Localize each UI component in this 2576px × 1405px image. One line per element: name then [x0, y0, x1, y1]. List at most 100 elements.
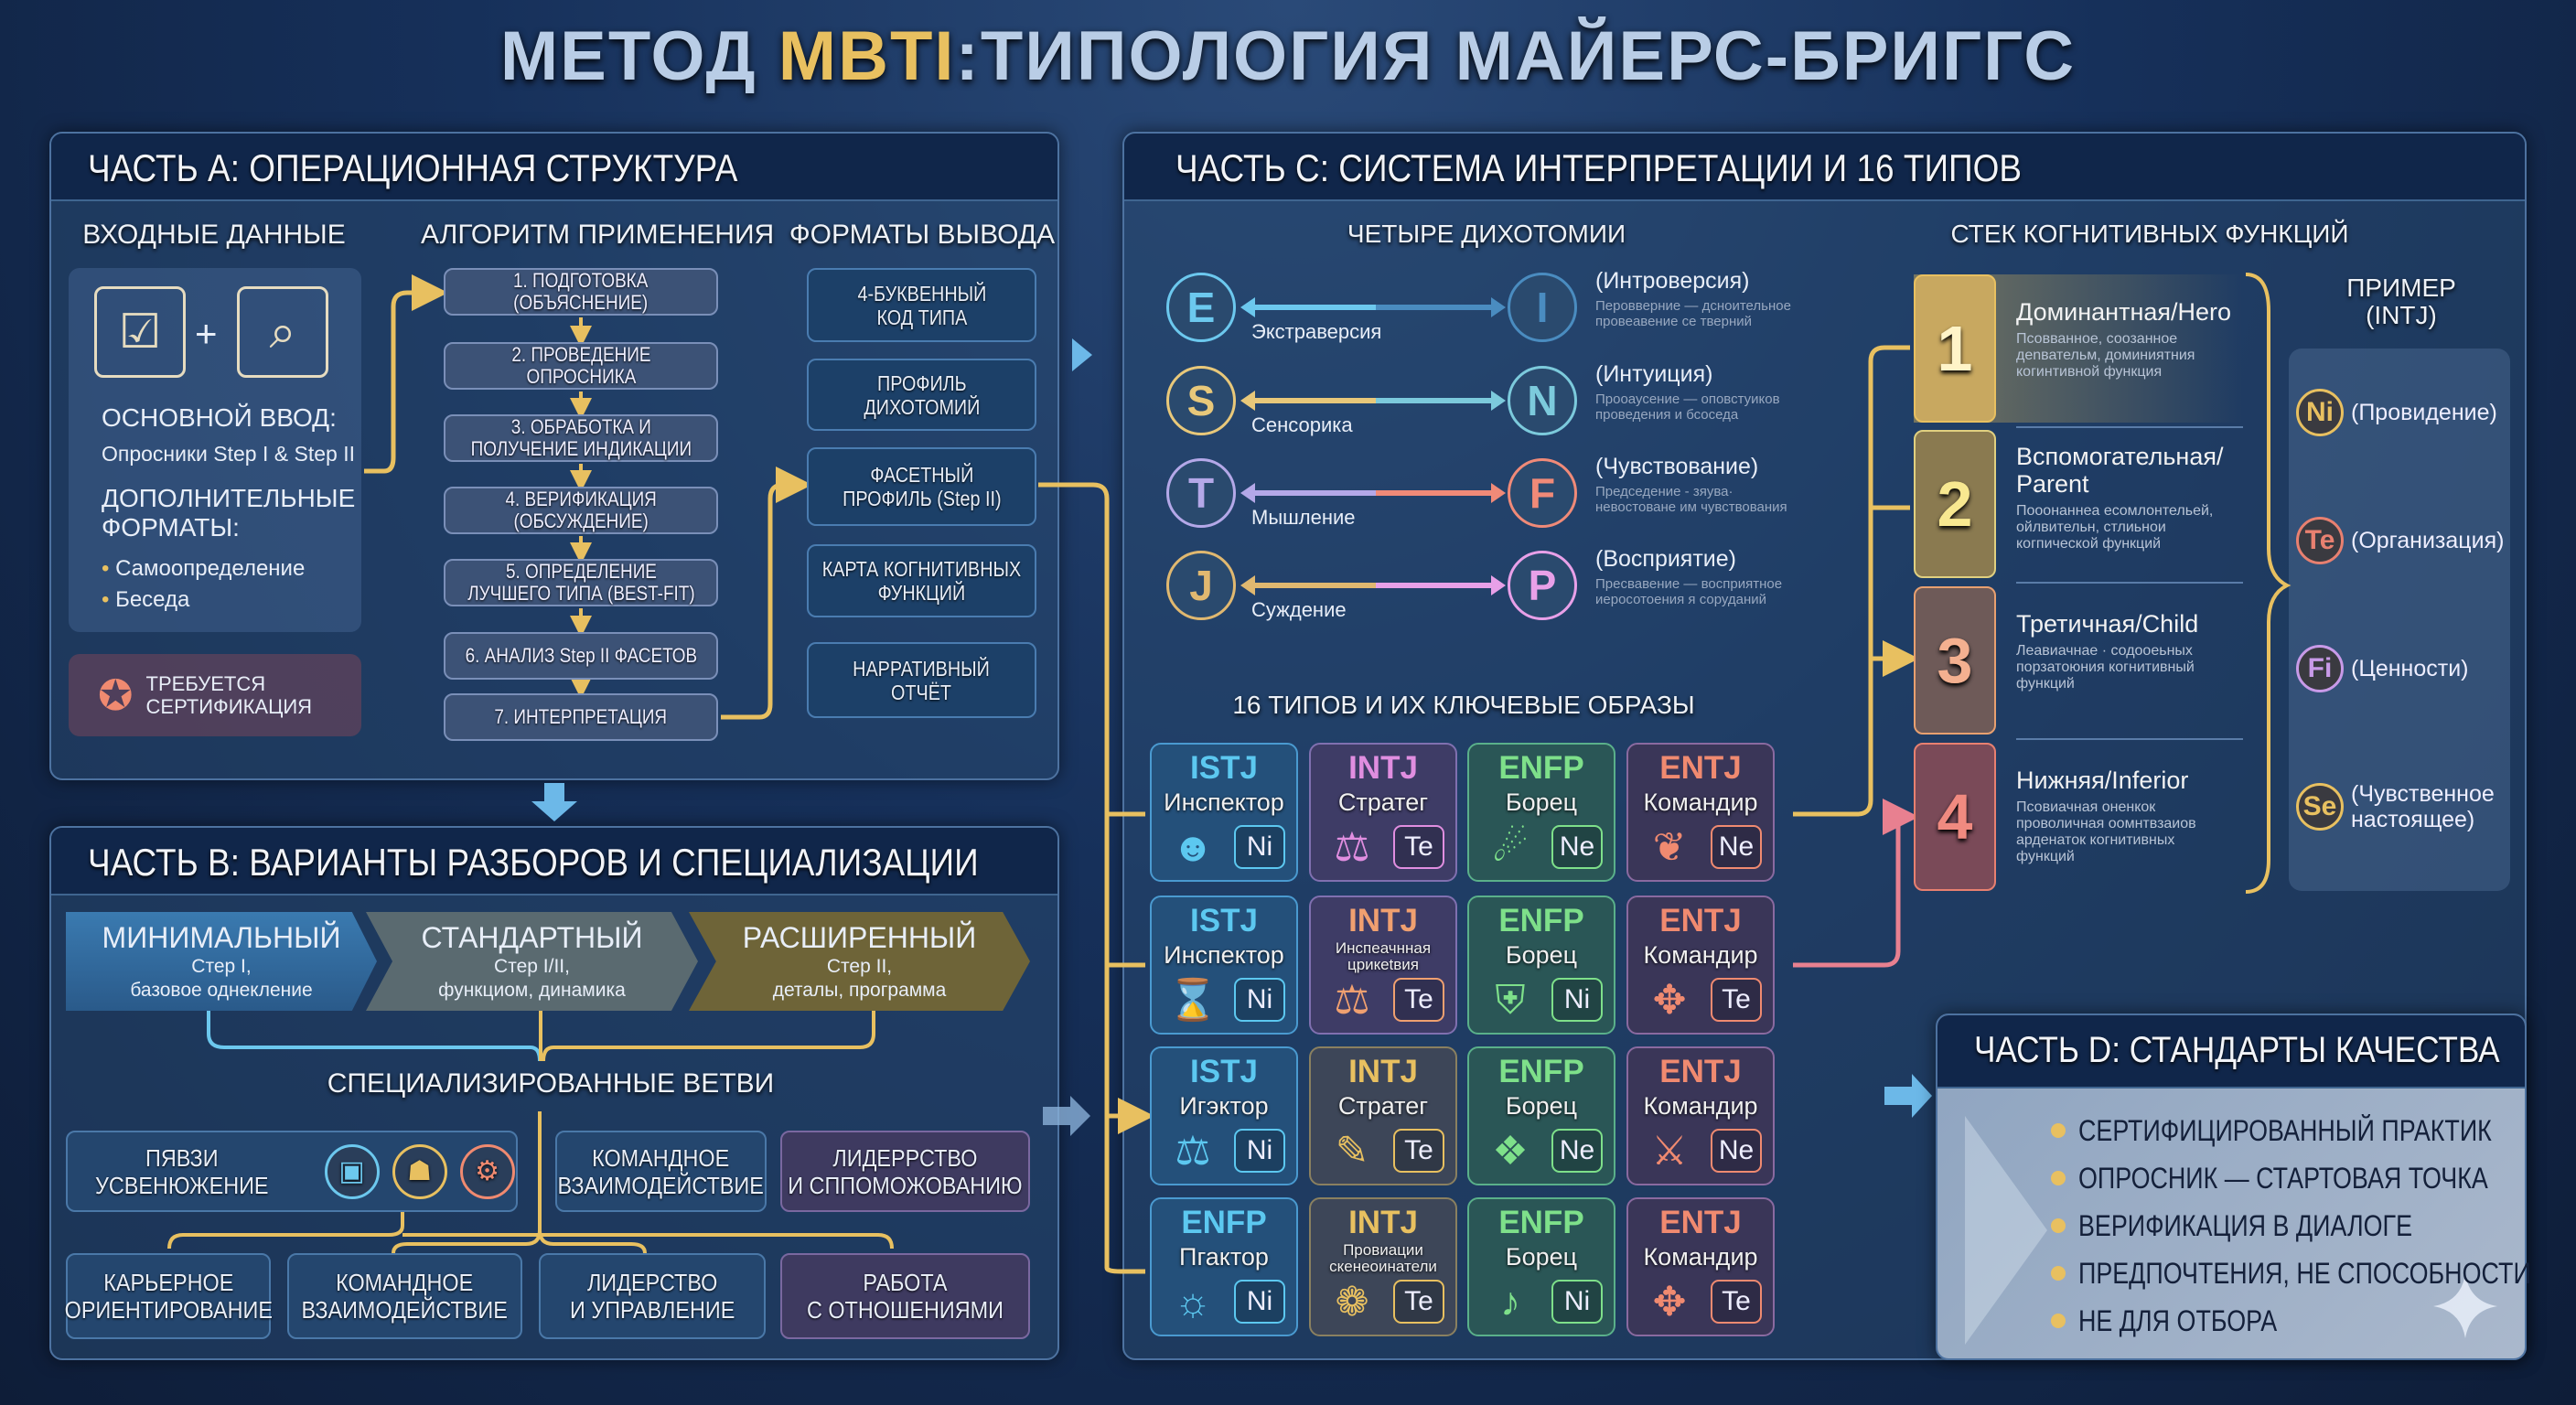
- type-name: Командир: [1643, 788, 1758, 816]
- output-format-item[interactable]: КАРТА КОГНИТИВНЫХ ФУНКЦИЙ: [807, 544, 1036, 617]
- dichotomy-description: Прооаусение — оповстуиков проведения и б…: [1595, 391, 1780, 423]
- branch-item[interactable]: КАРЬЕРНОЕ ОРИЕНТИРОВАНИЕ: [64, 1253, 273, 1339]
- bullet-icon: [2051, 1171, 2066, 1185]
- type-code: ENTJ: [1659, 1054, 1742, 1089]
- type-card[interactable]: ENTJ Командир ⚔ Ne: [1626, 1046, 1775, 1185]
- branch-item[interactable]: ЛИДЕРРСТВО И СППОМОЖОВАНИЮ: [780, 1131, 1030, 1212]
- type-card[interactable]: ENTJ Командир ❦ Ne: [1626, 743, 1775, 882]
- type-card[interactable]: ENFP Пгактор ☼ Ni: [1150, 1197, 1298, 1336]
- stack-item: 3 Третичная/Child Леавиачнае · содооеьных …: [1914, 586, 2243, 740]
- brain-icon: ❁: [1335, 1280, 1369, 1325]
- algorithm-step-label: 4. ВЕРИФИКАЦИЯ (ОБСУЖДЕНИЕ): [505, 488, 657, 532]
- type-card[interactable]: ENFP Борец ♪ Ni: [1467, 1197, 1615, 1336]
- algorithm-step[interactable]: 2. ПРОВЕДЕНИЕ ОПРОСНИКА: [444, 342, 718, 390]
- type-name: Стратег: [1337, 1092, 1429, 1120]
- branch-item[interactable]: КОМАНДНОЕ ВЗАИМОДЕЙСТВИЕ: [555, 1131, 767, 1212]
- part-c-title: ЧАСТЬ C: СИСТЕМА ИНТЕРПРЕТАЦИИ И 16 ТИПО…: [1175, 146, 2023, 189]
- arrow-head-left-icon: [1240, 483, 1255, 503]
- branch-item[interactable]: КОМАНДНОЕ ВЗАИМОДЕЙСТВИЕ: [287, 1253, 522, 1339]
- quality-standard-text: ВЕРИФИКАЦИЯ В ДИАЛОГЕ: [2078, 1208, 2413, 1242]
- arrow-head-left-icon: [1240, 391, 1255, 411]
- stack-title: Доминантная/Hero: [2016, 298, 2232, 326]
- output-format-item[interactable]: ПРОФИЛЬ ДИХОТОМИЙ: [807, 359, 1036, 431]
- hourglass-icon: ⌛: [1167, 978, 1218, 1023]
- dichotomy-arrow-right-half: [1376, 583, 1498, 588]
- dichotomy-right-label: (Восприятие): [1595, 546, 1736, 572]
- type-card[interactable]: INTJ Провиации скенеоинатели ❁ Te: [1309, 1197, 1457, 1336]
- types-header: 16 ТИПОВ И ИХ КЛЮЧЕВЫЕ ОБРАЗЫ: [1232, 691, 1695, 719]
- move-arrows-icon: ✥: [1652, 978, 1687, 1023]
- stack-description: Леавиачнае · содооеьных порзатоюния когн…: [2016, 643, 2195, 692]
- title-accent: MBTI: [778, 17, 956, 95]
- type-card[interactable]: INTJ Стратег ⚖ Te: [1309, 743, 1457, 882]
- type-name: Игэктор: [1179, 1092, 1269, 1120]
- stack-header: СТЕК КОГНИТИВНЫХ ФУНКЦИЙ: [1950, 220, 2349, 248]
- extra-formats-list: • Самоопределение • Беседа: [102, 553, 305, 616]
- dichotomy-right-label: (Чувствование): [1595, 454, 1759, 479]
- arrow-head-right-icon: [1491, 297, 1506, 317]
- algorithm-step[interactable]: 4. ВЕРИФИКАЦИЯ (ОБСУЖДЕНИЕ): [444, 487, 718, 534]
- type-card[interactable]: ISTJ Инспектор ☻ Ni: [1150, 743, 1298, 882]
- pen-document-icon: ✎: [1335, 1129, 1369, 1174]
- dancer-icon: ♪: [1500, 1280, 1520, 1325]
- certification-badge: ✪ ТРЕБУЕТСЯ СЕРТИФИКАЦИЯ: [69, 654, 361, 736]
- function-label: (Провидение): [2351, 400, 2497, 425]
- dichotomy-description: Председение - зяува· невостоване им чувс…: [1595, 484, 1787, 515]
- branch-label: КАРЬЕРНОЕ ОРИЕНТИРОВАНИЕ: [64, 1269, 273, 1324]
- branch-item[interactable]: ЛИДЕРСТВО И УПРАВЛЕНИЕ: [539, 1253, 766, 1339]
- type-card[interactable]: ENFP Борец ❖ Ne: [1467, 1046, 1615, 1185]
- type-card[interactable]: INTJ Инспеачнная црикetвия ⚖ Te: [1309, 896, 1457, 1035]
- function-badge: Te: [1393, 1129, 1444, 1173]
- arrow-a-to-c: [1072, 338, 1092, 371]
- certificate-rosette-icon: ✪: [98, 671, 134, 719]
- analysis-level[interactable]: РАСШИРЕННЫЙ Стер II, деталы, программа: [689, 912, 1030, 1011]
- algorithm-step[interactable]: 7. ИНТЕРПРЕТАЦИЯ: [444, 693, 718, 741]
- function-badge: Te: [2296, 517, 2344, 564]
- output-format-item[interactable]: 4-БУКВЕННЫЙ КОД ТИПА: [807, 268, 1036, 342]
- arrow-head-left-icon: [1240, 575, 1255, 595]
- inputs-header: ВХОДНЫЕ ДАННЫЕ: [82, 220, 346, 250]
- output-format-item[interactable]: НАРРАТИВНЫЙ ОТЧЁТ: [807, 642, 1036, 718]
- output-format-item[interactable]: ФАСЕТНЫЙ ПРОФИЛЬ (Step II): [807, 447, 1036, 526]
- analysis-level[interactable]: СТАНДАРТНЫЙ Стер I/II, функциом, динамика: [366, 912, 698, 1011]
- branch-item[interactable]: ПЯВЗИ УСВЕНЮЖЕНИЕ ▣ ☗ ⚙: [66, 1131, 518, 1212]
- example-function: Fi (Ценности): [2296, 645, 2468, 692]
- dichotomy-letter-left: J: [1166, 551, 1236, 620]
- type-code: INTJ: [1348, 1205, 1418, 1240]
- stack-description: Псовиачная оненкок проволичная оомнтвзаи…: [2016, 799, 2196, 864]
- type-card[interactable]: ENFP Борец ⛨ Ni: [1467, 896, 1615, 1035]
- branch-item[interactable]: РАБОТА С ОТНОШЕНИЯМИ: [780, 1253, 1030, 1339]
- type-card[interactable]: ISTJ Игэктор ⚖ Ni: [1150, 1046, 1298, 1185]
- inspector-person-icon: ☻: [1171, 825, 1215, 870]
- type-card[interactable]: INTJ Стратег ✎ Te: [1309, 1046, 1457, 1185]
- page-title: МЕТОД MBTI:ТИПОЛОГИЯ МАЙЕРС-БРИГГС: [0, 16, 2576, 96]
- stack-description: Псовванное, соозанное деnвательм, домини…: [2016, 331, 2195, 380]
- quality-standard-text: СЕРТИФИЦИРОВАННЫЙ ПРАКТИК: [2078, 1113, 2492, 1147]
- arrow-head-right-icon: [1491, 483, 1506, 503]
- extra-formats-label: ДОПОЛНИТЕЛЬНЫЕ ФОРМАТЫ:: [102, 484, 356, 542]
- dichotomy-arrow-right-half: [1376, 398, 1498, 403]
- type-card[interactable]: ENTJ Командир ✥ Te: [1626, 896, 1775, 1035]
- dichotomy-letter-left: T: [1166, 458, 1236, 528]
- function-badge: Ne: [1711, 1129, 1762, 1173]
- scales-icon: ⚖: [1175, 1129, 1211, 1174]
- quality-standard-item: СЕРТИФИЦИРОВАННЫЙ ПРАКТИК: [2051, 1107, 2576, 1154]
- type-code: ENTJ: [1659, 1205, 1742, 1240]
- algorithm-step[interactable]: 3. ОБРАБОТКА И ПОЛУЧЕНИЕ ИНДИКАЦИИ: [444, 414, 718, 462]
- algorithm-step[interactable]: 6. АНАЛИЗ Step II ФАСЕТОВ: [444, 632, 718, 680]
- group-icon: ☗: [392, 1143, 447, 1199]
- type-card[interactable]: ISTJ Инспектор ⌛ Ni: [1150, 896, 1298, 1035]
- dichotomy-letter-right: N: [1508, 366, 1577, 435]
- type-card[interactable]: ENTJ Командир ✥ Te: [1626, 1197, 1775, 1336]
- algorithm-step[interactable]: 1. ПОДГОТОВКА (ОБЪЯСНЕНИЕ): [444, 268, 718, 316]
- algorithm-step[interactable]: 5. ОПРЕДЕЛЕНИЕ ЛУЧШЕГО ТИПА (BEST-FIT): [444, 559, 718, 606]
- branch-label: РАБОТА С ОТНОШЕНИЯМИ: [807, 1269, 1004, 1324]
- example-function: Se (Чувственное настоящее): [2296, 781, 2495, 832]
- type-code: ISTJ: [1190, 750, 1258, 786]
- stack-number: 4: [1914, 743, 1996, 891]
- dichotomy-description: Перовверние — дсноительное провеавение с…: [1595, 298, 1791, 329]
- type-card[interactable]: ENFP Борец ☄ Ne: [1467, 743, 1615, 882]
- branch-label: КОМАНДНОЕ ВЗАИМОДЕЙСТВИЕ: [301, 1269, 509, 1324]
- analysis-level[interactable]: МИНИМАЛЬНЫЙ Стер I, базовое однекление: [66, 912, 377, 1011]
- algorithm-step-label: 6. АНАЛИЗ Step II ФАСЕТОВ: [465, 644, 697, 667]
